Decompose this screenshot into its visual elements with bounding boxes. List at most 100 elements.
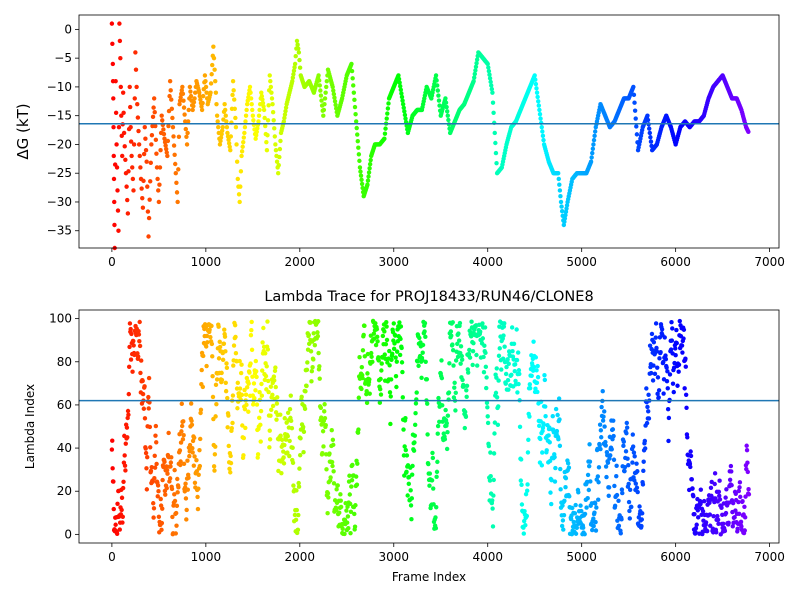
delta-g-point <box>165 153 170 159</box>
lambda-point <box>414 390 419 395</box>
lambda-point <box>560 518 566 523</box>
delta-g-point <box>190 107 195 113</box>
delta-g-point <box>290 78 295 84</box>
lambda-point <box>165 471 170 476</box>
lambda-point <box>393 333 398 338</box>
delta-g-point <box>648 139 654 144</box>
lambda-point <box>505 377 511 383</box>
x-tick-label: 5000 <box>566 550 597 564</box>
lambda-point <box>582 511 588 517</box>
lambda-point <box>596 480 601 485</box>
lambda-point <box>716 489 722 495</box>
lambda-point <box>708 523 713 528</box>
delta-g-point <box>268 84 274 90</box>
lambda-chart-title: Lambda Trace for PROJ18433/RUN46/CLONE8 <box>264 289 593 305</box>
lambda-point <box>643 446 648 451</box>
lambda-point <box>340 526 345 531</box>
lambda-point <box>335 483 340 488</box>
lambda-point <box>646 416 652 421</box>
lambda-point <box>353 503 358 508</box>
delta-g-point <box>357 165 363 170</box>
delta-g-point <box>487 72 492 77</box>
lambda-point <box>719 505 724 511</box>
lambda-point <box>591 516 596 521</box>
lambda-point <box>129 331 134 337</box>
delta-g-point <box>358 173 364 178</box>
lambda-point <box>694 522 699 527</box>
lambda-point <box>695 508 701 513</box>
delta-g-point <box>491 110 496 116</box>
lambda-point <box>282 442 287 448</box>
lambda-point <box>141 406 147 411</box>
lambda-point <box>633 481 639 486</box>
delta-g-point <box>366 170 372 175</box>
lambda-point <box>228 460 234 466</box>
lambda-point <box>347 492 352 497</box>
delta-g-point <box>219 128 225 133</box>
lambda-point <box>592 510 597 515</box>
lambda-point <box>562 498 567 504</box>
lambda-point <box>456 331 461 336</box>
lambda-point <box>175 476 180 482</box>
lambda-point <box>328 475 333 480</box>
lambda-point <box>616 523 622 529</box>
lambda-point <box>402 444 407 449</box>
lambda-point <box>191 435 197 440</box>
lambda-point <box>167 476 173 481</box>
lambda-point <box>657 356 662 361</box>
delta-g-point <box>163 143 168 148</box>
lambda-point <box>289 426 295 431</box>
lambda-point <box>511 341 517 347</box>
lambda-point <box>482 343 487 348</box>
delta-g-point <box>146 234 151 239</box>
lambda-point <box>211 464 217 469</box>
lambda-point <box>120 520 125 525</box>
delta-g-point <box>212 67 217 72</box>
lambda-point <box>190 445 195 451</box>
delta-g-point <box>117 38 123 44</box>
delta-g-point <box>332 95 337 100</box>
delta-g-point <box>145 209 151 214</box>
x-tick-label: 1000 <box>191 550 222 564</box>
delta-g-point <box>631 92 637 98</box>
lambda-point <box>115 501 120 506</box>
delta-g-point <box>437 103 442 108</box>
lambda-point <box>144 466 149 471</box>
delta-g-point <box>354 125 359 131</box>
lambda-point <box>427 471 433 476</box>
lambda-point <box>611 418 616 423</box>
lambda-point <box>485 414 490 419</box>
lambda-point <box>173 531 178 536</box>
lambda-point <box>547 440 552 445</box>
lambda-point <box>555 412 560 418</box>
delta-g-point <box>259 90 264 95</box>
lambda-point <box>189 418 194 424</box>
delta-g-point <box>167 93 172 99</box>
lambda-point <box>624 431 629 436</box>
lambda-point <box>156 514 162 520</box>
lambda-point <box>651 340 657 345</box>
lambda-point <box>693 526 699 531</box>
lambda-point <box>214 377 220 382</box>
lambda-point <box>717 497 723 502</box>
lambda-point <box>481 370 487 375</box>
lambda-point <box>178 440 184 445</box>
lambda-point <box>230 420 235 426</box>
lambda-point <box>191 463 197 468</box>
delta-g-point <box>202 73 208 78</box>
lambda-point <box>627 516 632 521</box>
lambda-point <box>387 390 393 395</box>
delta-g-point <box>403 116 408 121</box>
lambda-point <box>273 384 278 390</box>
lambda-point <box>503 381 508 386</box>
lambda-point <box>458 361 463 366</box>
lambda-point <box>139 358 144 363</box>
lambda-point <box>705 528 710 534</box>
lambda-point <box>618 531 623 536</box>
lambda-point <box>631 450 637 455</box>
lambda-point <box>242 406 248 412</box>
delta-g-point <box>277 146 283 152</box>
lambda-point <box>737 485 742 490</box>
lambda-point <box>597 443 602 448</box>
lambda-point <box>318 405 324 411</box>
